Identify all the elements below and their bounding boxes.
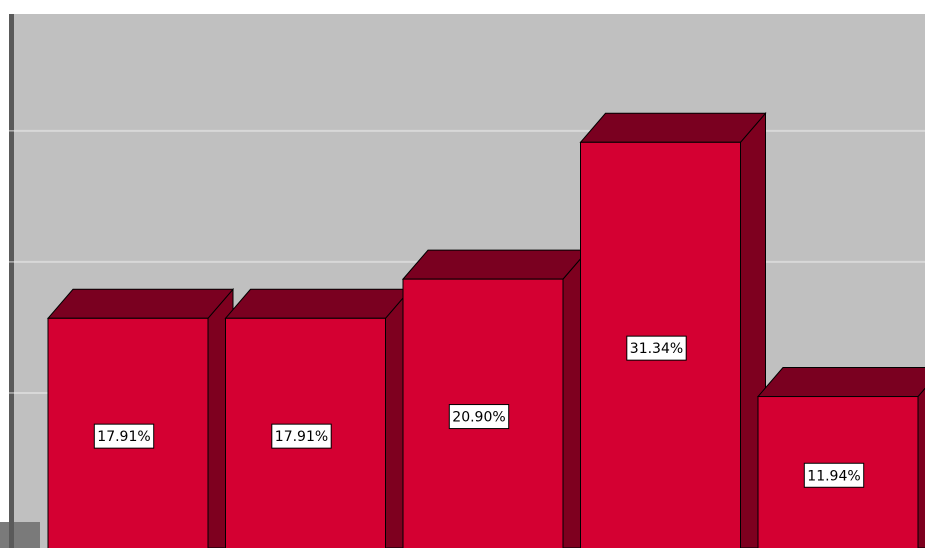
value-label-box <box>271 423 332 449</box>
bar-top <box>224 288 412 319</box>
bar-top <box>46 288 235 319</box>
value-label: 31.34% <box>630 341 683 357</box>
value-label: 20.90% <box>452 410 505 426</box>
bars: 17.91% 17.91% 20.90% 31.34% 11.94% <box>46 111 925 548</box>
bar: 20.90% <box>401 248 590 548</box>
value-label: 11.94% <box>807 468 860 484</box>
value-label-box <box>93 423 155 449</box>
bar: 31.34% <box>579 111 767 548</box>
value-label-box <box>626 335 687 361</box>
floor-edge <box>0 522 40 548</box>
bar: 17.91% <box>224 287 412 548</box>
bar-top <box>579 112 767 143</box>
value-label-box <box>803 462 865 488</box>
value-label-box <box>448 404 510 430</box>
y-axis-wall <box>9 14 14 548</box>
bar-top <box>401 249 590 280</box>
bar: 17.91% <box>46 287 235 548</box>
bar-top <box>756 367 925 398</box>
value-label: 17.91% <box>275 429 328 445</box>
bar: 11.94% <box>756 367 925 548</box>
value-label: 17.91% <box>97 429 150 445</box>
